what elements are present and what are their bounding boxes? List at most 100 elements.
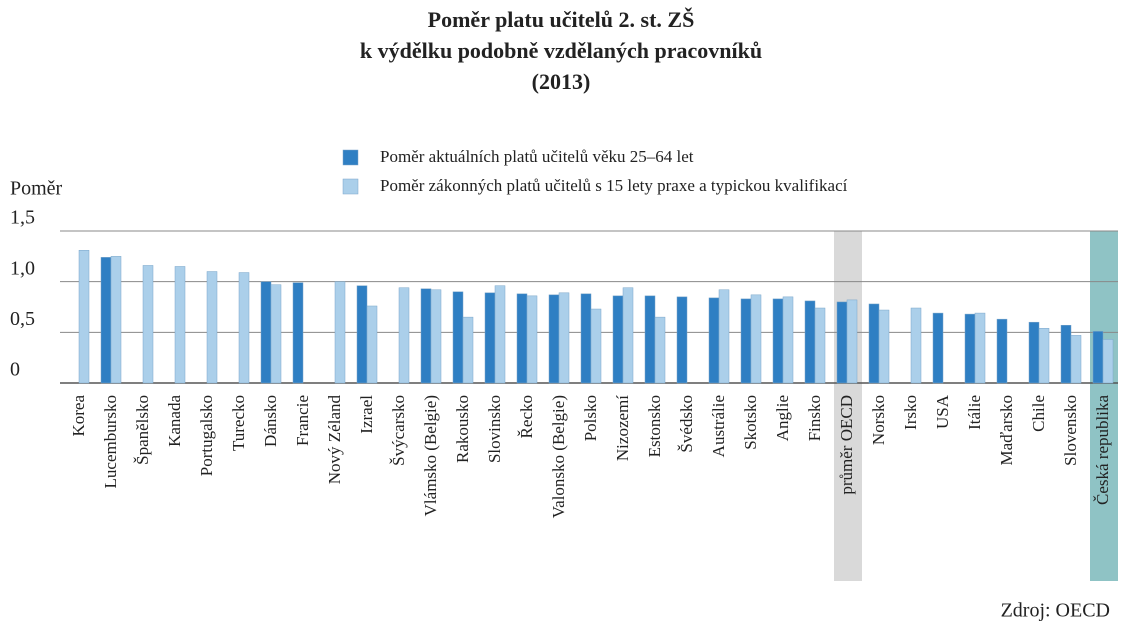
bar <box>430 289 442 384</box>
bar <box>846 299 858 384</box>
bar <box>612 295 624 384</box>
x-tick-label: Portugalsko <box>197 395 216 476</box>
chart-title: Poměr platu učitelů 2. st. ZŠ <box>428 7 695 32</box>
x-tick-label: průměr OECD <box>837 395 856 495</box>
legend-swatch <box>342 149 359 166</box>
x-tick-label: Irsko <box>901 395 920 430</box>
x-tick-label: USA <box>933 394 952 429</box>
bar <box>238 272 250 384</box>
x-tick-label: Maďarsko <box>997 395 1016 465</box>
y-tick-label: 1,0 <box>10 257 35 279</box>
x-tick-label: Korea <box>69 395 88 437</box>
bar <box>1102 339 1114 384</box>
x-tick-label: Estonsko <box>645 395 664 457</box>
bar <box>100 257 112 384</box>
bar <box>974 312 986 384</box>
bar <box>772 298 784 384</box>
bar <box>526 295 538 384</box>
bar <box>548 294 560 384</box>
x-tick-label: Švýcarsko <box>389 395 408 466</box>
x-tick-label: Dánsko <box>261 395 280 447</box>
bar <box>708 297 720 384</box>
x-tick-label: Chile <box>1029 395 1048 432</box>
bar <box>366 305 378 384</box>
bar <box>718 289 730 384</box>
bar <box>676 296 688 384</box>
bar <box>782 296 794 384</box>
bar <box>78 250 90 384</box>
x-tick-label: Řecko <box>517 395 536 438</box>
bar <box>334 281 346 384</box>
x-tick-label: Valonsko (Belgie) <box>549 395 568 518</box>
highlight-band <box>834 231 862 581</box>
y-axis-label: Poměr <box>10 178 63 200</box>
x-tick-label: Anglie <box>773 395 792 441</box>
bar <box>1038 328 1050 384</box>
x-tick-label: Kanada <box>165 395 184 447</box>
x-tick-label: Česká republika <box>1093 395 1112 505</box>
x-tick-label: Rakousko <box>453 395 472 463</box>
bar <box>356 285 368 384</box>
x-tick-label: Norsko <box>869 395 888 445</box>
x-tick-label: Španělsko <box>133 395 152 465</box>
bar <box>910 307 922 384</box>
bar <box>654 316 666 384</box>
x-tick-label: Izrael <box>357 395 376 434</box>
bar <box>878 309 890 384</box>
y-tick-label: 1,5 <box>10 207 35 229</box>
bar <box>814 307 826 384</box>
bar <box>142 265 154 384</box>
x-tick-label: Polsko <box>581 395 600 441</box>
x-tick-label: Švédsko <box>677 395 696 453</box>
bar <box>292 282 304 384</box>
x-tick-label: Francie <box>293 395 312 446</box>
x-tick-label: Lucembursko <box>101 395 120 488</box>
bar <box>174 266 186 384</box>
bar <box>964 313 976 384</box>
bar <box>420 288 432 384</box>
bar <box>494 285 506 384</box>
bar <box>452 291 464 384</box>
source: Zdroj: OECD <box>1001 600 1110 622</box>
bar <box>1028 321 1040 384</box>
chart-title: (2013) <box>532 69 591 94</box>
bar <box>462 316 474 384</box>
x-tick-label: Finsko <box>805 395 824 441</box>
bar <box>110 256 122 384</box>
bar <box>1060 324 1072 384</box>
x-tick-label: Turecko <box>229 395 248 451</box>
bar <box>804 300 816 384</box>
bar <box>206 271 218 384</box>
bar <box>868 303 880 384</box>
bar <box>590 308 602 384</box>
bar <box>580 293 592 384</box>
legend-swatch <box>342 178 359 195</box>
y-tick-label: 0 <box>10 359 20 381</box>
bar <box>740 298 752 384</box>
x-tick-label: Nový Zéland <box>325 395 344 485</box>
x-tick-label: Slovensko <box>1061 395 1080 466</box>
x-tick-label: Nizozemí <box>613 395 632 461</box>
bar <box>270 284 282 384</box>
bar <box>1070 335 1082 384</box>
bar <box>622 287 634 384</box>
bar <box>260 281 272 384</box>
legend-label: Poměr aktuálních platů učitelů věku 25–6… <box>380 147 694 166</box>
bar <box>932 312 944 384</box>
bar <box>558 292 570 384</box>
bar <box>996 318 1008 384</box>
x-tick-label: Vlámsko (Belgie) <box>421 395 440 516</box>
x-tick-label: Itálie <box>965 395 984 430</box>
x-tick-label: Austrálie <box>709 395 728 457</box>
x-tick-label: Skotsko <box>741 395 760 450</box>
bar <box>836 301 848 384</box>
bar <box>484 292 496 384</box>
x-tick-label: Slovinsko <box>485 395 504 463</box>
bar <box>398 287 410 384</box>
highlight-band <box>1090 231 1118 581</box>
bar <box>644 295 656 384</box>
bar <box>750 294 762 384</box>
bar <box>516 293 528 384</box>
chart-title: k výdělku podobně vzdělaných pracovníků <box>360 38 762 63</box>
